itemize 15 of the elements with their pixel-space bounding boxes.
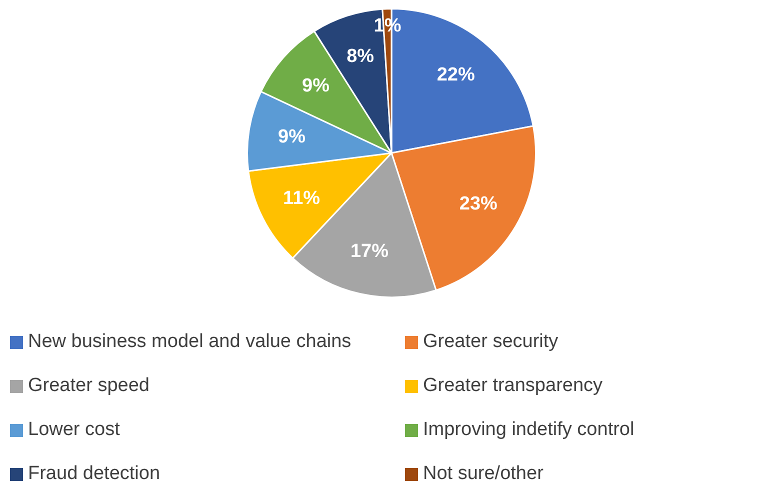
data-label: 22%: [436, 64, 475, 86]
legend-label: Greater speed: [28, 374, 150, 398]
legend-label: Improving indetify control: [423, 418, 634, 442]
legend-label: Greater security: [423, 330, 558, 354]
data-label: 23%: [459, 194, 498, 215]
data-label: 17%: [350, 240, 389, 262]
data-label: 9%: [278, 126, 306, 148]
data-label: 11%: [283, 188, 320, 210]
data-label: 8%: [346, 46, 374, 68]
legend-label: Fraud detection: [28, 462, 160, 486]
data-label: 9%: [302, 75, 330, 96]
legend-label: Lower cost: [28, 418, 120, 442]
legend-label: Greater transparency: [423, 374, 603, 398]
legend-label: Not sure/other: [423, 462, 544, 486]
legend-label: New business model and value chains: [28, 330, 352, 354]
